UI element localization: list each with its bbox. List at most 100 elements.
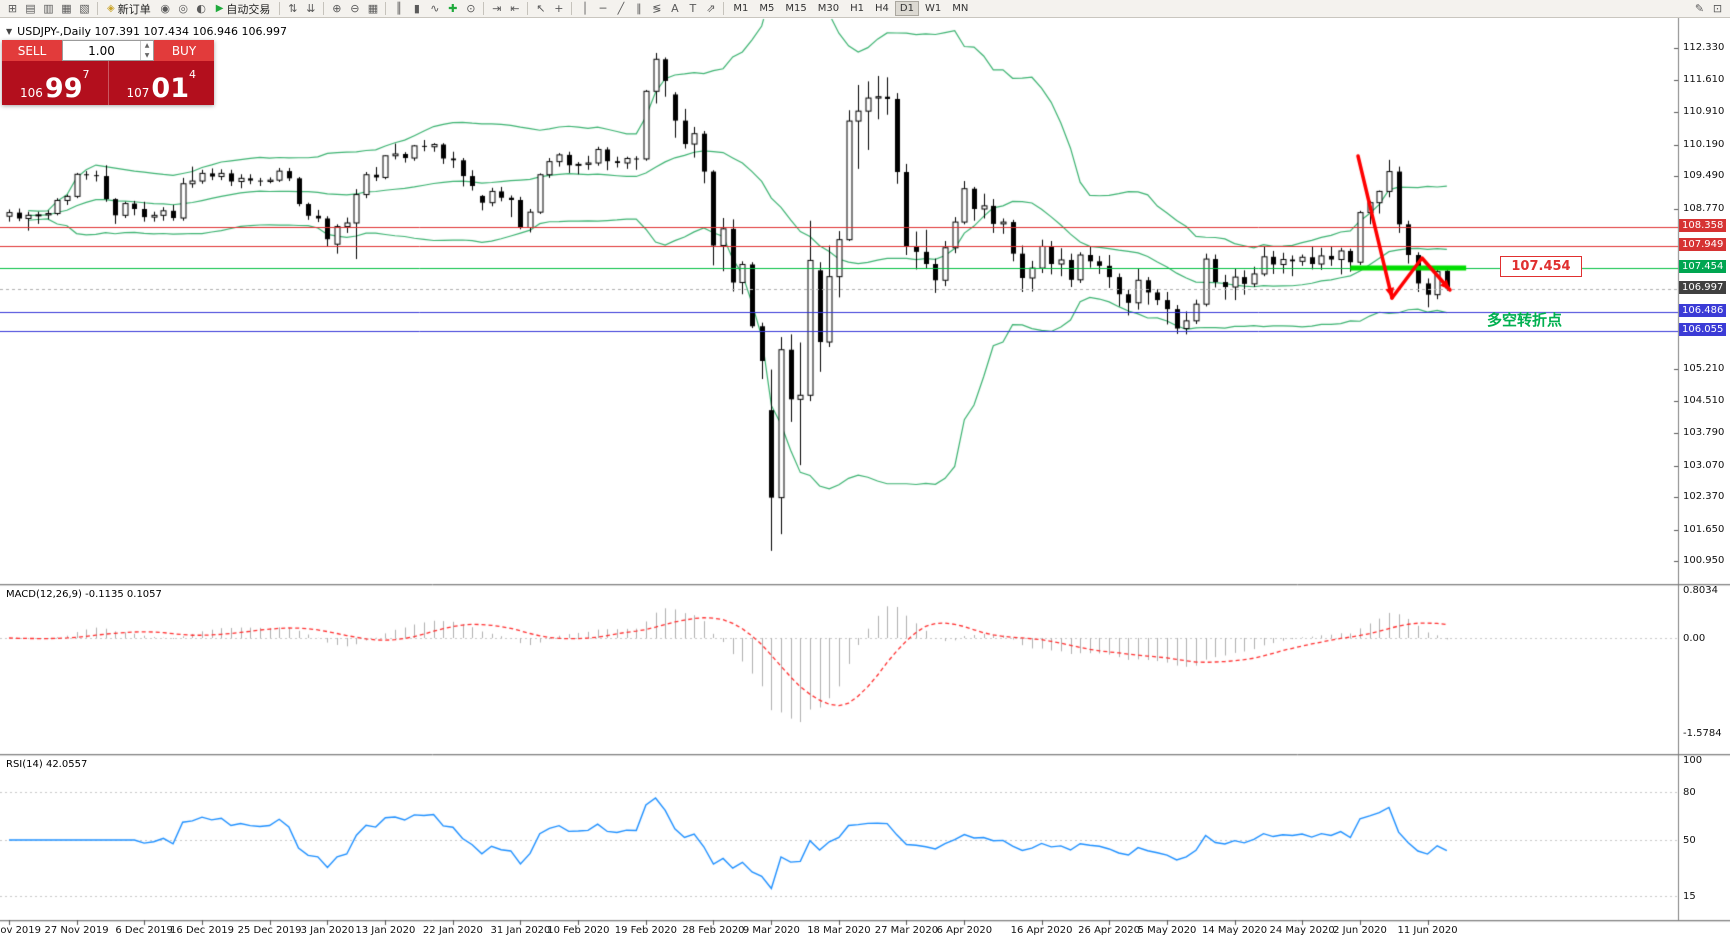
sell-button[interactable]: SELL: [2, 40, 62, 61]
date-axis-label: 9 Mar 2020: [742, 925, 800, 936]
date-axis-label: 3 Jan 2020: [300, 925, 355, 936]
timeframe-mn-button[interactable]: MN: [952, 3, 969, 14]
buy-price[interactable]: 107 01 4: [109, 61, 215, 105]
date-axis-label: 11 Jun 2020: [1397, 925, 1458, 936]
trendline-icon[interactable]: ╱: [617, 2, 625, 15]
price-axis-label: 112.330: [1683, 42, 1725, 53]
timeframe-d1-button[interactable]: D1: [894, 1, 919, 16]
date-axis-label: 13 Jan 2020: [355, 925, 416, 936]
price-axis-label: 102.370: [1683, 491, 1725, 503]
timeframe-h4-button[interactable]: H4: [875, 3, 889, 14]
add-indicator-icon[interactable]: ✚: [448, 2, 458, 15]
price-axis-label: 105.210: [1683, 363, 1725, 375]
lot-increase-icon[interactable]: ▲: [144, 42, 150, 50]
price-axis-label: 103.070: [1683, 459, 1725, 471]
timeframe-m30-button[interactable]: M30: [817, 3, 840, 14]
bar-chart-icon[interactable]: ║: [395, 2, 403, 15]
autotrade-play-icon: ▶: [215, 3, 224, 14]
alerts-icon[interactable]: ◎: [178, 2, 188, 15]
date-axis-label: 18 Mar 2020: [807, 925, 871, 936]
lot-size-input[interactable]: [63, 41, 140, 60]
price-level-label[interactable]: 107.454: [1500, 256, 1582, 277]
strategy-tester-icon[interactable]: ⇅: [288, 2, 298, 15]
chart-shift-icon[interactable]: ⇤: [510, 2, 520, 15]
toolbar-separator: [323, 2, 325, 15]
horizontal-line-icon[interactable]: ─: [599, 2, 607, 15]
turning-point-annotation[interactable]: 多空转折点: [1487, 311, 1563, 329]
profiles-icon[interactable]: ▤: [25, 2, 36, 15]
grid-icon[interactable]: ▦: [367, 2, 379, 15]
date-axis-label: 6 Apr 2020: [936, 925, 993, 936]
top-toolbar: ⊞ ▤ ▥ ▦ ▧ ◈ 新订单 ◉ ◎ ◐ ▶ 自动交易 ⇅ ⇊ ⊕ ⊖ ▦ ║ ▮ ∿ ✚ ⊙ ⇥ ⇤ ↖ + │ ─ ╱ ∥ ≶ A T ⇗ M…: [0, 0, 1730, 18]
chart-collapse-icon[interactable]: ▼: [6, 27, 13, 36]
market-watch-icon[interactable]: ▥: [43, 2, 54, 15]
date-axis-label: 24 May 2020: [1269, 925, 1335, 936]
buy-price-prefix: 107: [126, 86, 150, 100]
timeframe-m5-button[interactable]: M5: [759, 3, 775, 14]
zoom-out-icon[interactable]: ⊖: [350, 2, 360, 15]
lot-decrease-icon[interactable]: ▼: [144, 51, 150, 59]
price-axis-label: 111.610: [1683, 74, 1725, 86]
navigator-icon[interactable]: ▧: [79, 2, 90, 15]
sell-price[interactable]: 106 99 7: [2, 61, 108, 105]
timeframe-w1-button[interactable]: W1: [924, 3, 942, 14]
lot-size-field: ▲ ▼: [62, 40, 154, 61]
price-axis-label: 101.650: [1683, 523, 1725, 535]
line-chart-icon[interactable]: ∿: [430, 2, 440, 15]
chart-title-text: USDJPY-,Daily 107.391 107.434 106.946 10…: [17, 25, 287, 38]
toolbar-separator: [527, 2, 529, 15]
buy-button[interactable]: BUY: [154, 40, 214, 61]
date-axis-label: 26 Apr 2020: [1078, 925, 1141, 936]
date-axis-label: 18 Nov 2019: [0, 925, 42, 936]
timeframe-m15-button[interactable]: M15: [785, 3, 807, 14]
price-axis-label: 109.490: [1683, 170, 1725, 182]
date-axis-label: 27 Nov 2019: [44, 925, 109, 936]
templates-icon[interactable]: ⊙: [466, 2, 476, 15]
fibonacci-icon[interactable]: ≶: [652, 2, 662, 15]
cursor-icon[interactable]: ↖: [536, 2, 546, 15]
expert-advisors-icon[interactable]: ◉: [160, 2, 170, 15]
vertical-line-icon[interactable]: │: [581, 2, 589, 15]
price-level-badge: 106.486: [1679, 303, 1727, 317]
date-axis-label: 10 Feb 2020: [547, 925, 610, 936]
new-order-button[interactable]: ◈ 新订单: [102, 1, 156, 17]
zoom-in-icon[interactable]: ⊕: [332, 2, 342, 15]
terminal-icon[interactable]: ⇊: [306, 2, 316, 15]
arrow-tool-icon[interactable]: ⇗: [706, 2, 716, 15]
price-axis-label: 108.770: [1683, 202, 1725, 214]
crosshair-icon[interactable]: +: [554, 2, 564, 15]
price-axis-label: 103.790: [1683, 427, 1725, 439]
text-tool-icon[interactable]: A: [671, 2, 679, 15]
candlestick-chart-icon[interactable]: ▮: [413, 2, 420, 15]
auto-scroll-icon[interactable]: ⇥: [492, 2, 502, 15]
price-level-badge: 108.358: [1679, 219, 1727, 233]
sell-price-prefix: 106: [20, 86, 43, 100]
chart-properties-icon[interactable]: ⊡: [1712, 2, 1723, 15]
toolbar-separator: [279, 2, 281, 15]
new-order-icon: ◈: [107, 3, 115, 14]
autotrading-button[interactable]: ▶ 自动交易: [211, 1, 276, 17]
timeframe-h1-button[interactable]: H1: [850, 3, 865, 14]
new-chart-icon[interactable]: ⊞: [7, 2, 18, 15]
new-order-button-label: 新订单: [117, 2, 151, 16]
sell-price-big: 99: [44, 73, 83, 104]
macd-axis-label: 0.00: [1683, 633, 1706, 644]
one-click-trading-panel[interactable]: SELL ▲ ▼ BUY 106 99 7 107 01 4: [2, 40, 214, 105]
price-level-badge: 107.454: [1679, 259, 1727, 273]
rsi-axis-label: 15: [1683, 891, 1696, 902]
mailbox-icon[interactable]: ◐: [196, 2, 206, 15]
rsi-axis-label: 80: [1683, 787, 1696, 798]
buy-price-big: 01: [151, 73, 189, 104]
toolbar-separator: [483, 2, 485, 15]
lot-spinner: ▲ ▼: [140, 41, 153, 60]
price-axis-label: 110.910: [1683, 106, 1725, 118]
equidistant-channel-icon[interactable]: ∥: [636, 2, 642, 15]
timeframe-m1-button[interactable]: M1: [733, 3, 749, 14]
data-window-icon[interactable]: ▦: [61, 2, 72, 15]
text-label-icon[interactable]: T: [689, 2, 697, 15]
date-axis-label: 31 Jan 2020: [490, 925, 551, 936]
quick-edit-icon[interactable]: ✎: [1694, 2, 1705, 15]
date-axis-label: 5 May 2020: [1137, 925, 1197, 936]
